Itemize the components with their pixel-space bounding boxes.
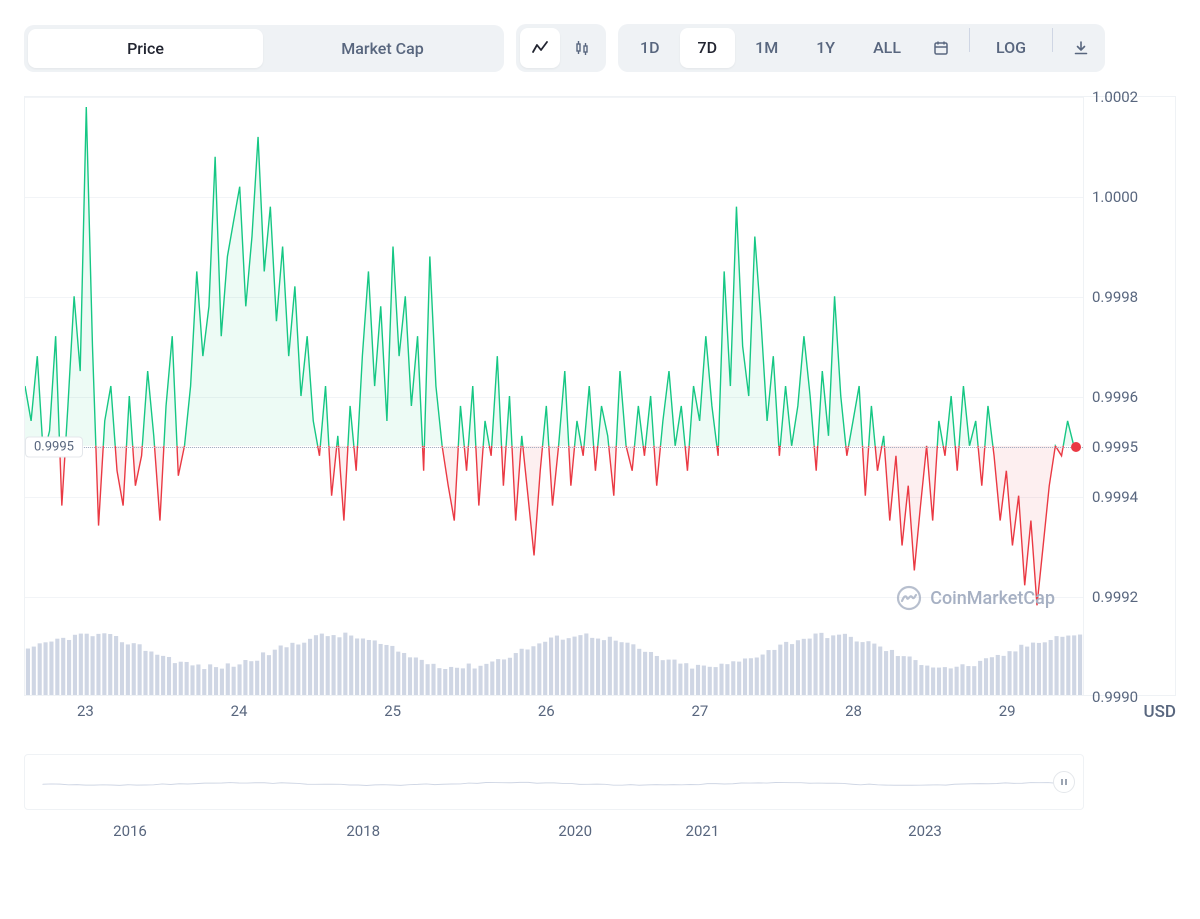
chart-x-axis: 23 24 25 26 27 28 29 xyxy=(24,696,1084,726)
download-icon[interactable] xyxy=(1061,28,1101,68)
chart-y-axis: 0.99900.99920.99940.99950.99960.99981.00… xyxy=(1083,97,1175,695)
current-price-dot xyxy=(1071,442,1081,452)
overview-x-axis: 2016 2018 2020 2021 2023 xyxy=(24,816,1084,846)
y-tick-label: 1.0002 xyxy=(1092,88,1138,106)
y-tick-label: 0.9996 xyxy=(1092,388,1138,406)
log-scale-toggle[interactable]: LOG xyxy=(978,28,1044,68)
y-tick-label: 0.9994 xyxy=(1092,488,1138,506)
baseline-line xyxy=(25,447,1083,448)
range-1m[interactable]: 1M xyxy=(737,28,796,68)
chart-plot-area[interactable]: 0.99950.9995 CoinMarketCap xyxy=(25,97,1083,695)
y-tick-label: 0.9995 xyxy=(1092,438,1138,456)
x-tick-label: 28 xyxy=(845,702,862,720)
range-1y[interactable]: 1Y xyxy=(798,28,853,68)
range-7d[interactable]: 7D xyxy=(680,28,736,68)
overview-x-tick-label: 2020 xyxy=(558,822,592,840)
chart-style-group xyxy=(516,24,606,72)
overview-scroll-handle[interactable] xyxy=(1053,771,1075,793)
overview-sparkline xyxy=(25,755,1083,809)
currency-label: USD xyxy=(1143,702,1176,722)
baseline-value-left: 0.9995 xyxy=(25,437,83,458)
time-range-group: 1D 7D 1M 1Y ALL LOG xyxy=(618,24,1105,72)
price-chart: 0.99950.9995 CoinMarketCap 0.99900.99920… xyxy=(24,96,1176,846)
view-tab-group: Price Market Cap xyxy=(24,25,504,72)
y-tick-label: 0.9998 xyxy=(1092,288,1138,306)
volume-bars xyxy=(25,615,1083,695)
candlestick-icon[interactable] xyxy=(562,28,602,68)
x-tick-label: 26 xyxy=(538,702,555,720)
overview-x-tick-label: 2023 xyxy=(908,822,942,840)
x-tick-label: 29 xyxy=(999,702,1016,720)
toolbar-divider xyxy=(969,28,970,52)
range-1d[interactable]: 1D xyxy=(622,28,678,68)
x-tick-label: 24 xyxy=(231,702,248,720)
chart-main-area[interactable]: 0.99950.9995 CoinMarketCap 0.99900.99920… xyxy=(24,96,1176,696)
coinmarketcap-watermark: CoinMarketCap xyxy=(896,585,1055,611)
x-tick-label: 23 xyxy=(77,702,94,720)
chart-toolbar: Price Market Cap 1D 7D 1M 1Y ALL LOG xyxy=(24,24,1176,72)
range-all[interactable]: ALL xyxy=(855,28,919,68)
x-tick-label: 27 xyxy=(692,702,709,720)
x-tick-label: 25 xyxy=(384,702,401,720)
tab-price[interactable]: Price xyxy=(28,29,263,68)
calendar-icon[interactable] xyxy=(921,28,961,68)
line-chart-icon[interactable] xyxy=(520,28,560,68)
y-tick-label: 1.0000 xyxy=(1092,188,1138,206)
overview-x-tick-label: 2018 xyxy=(346,822,380,840)
toolbar-divider xyxy=(1052,28,1053,52)
overview-x-tick-label: 2021 xyxy=(686,822,720,840)
timeline-overview[interactable] xyxy=(24,754,1084,810)
overview-x-tick-label: 2016 xyxy=(113,822,147,840)
tab-market-cap[interactable]: Market Cap xyxy=(265,29,500,68)
y-tick-label: 0.9992 xyxy=(1092,588,1138,606)
